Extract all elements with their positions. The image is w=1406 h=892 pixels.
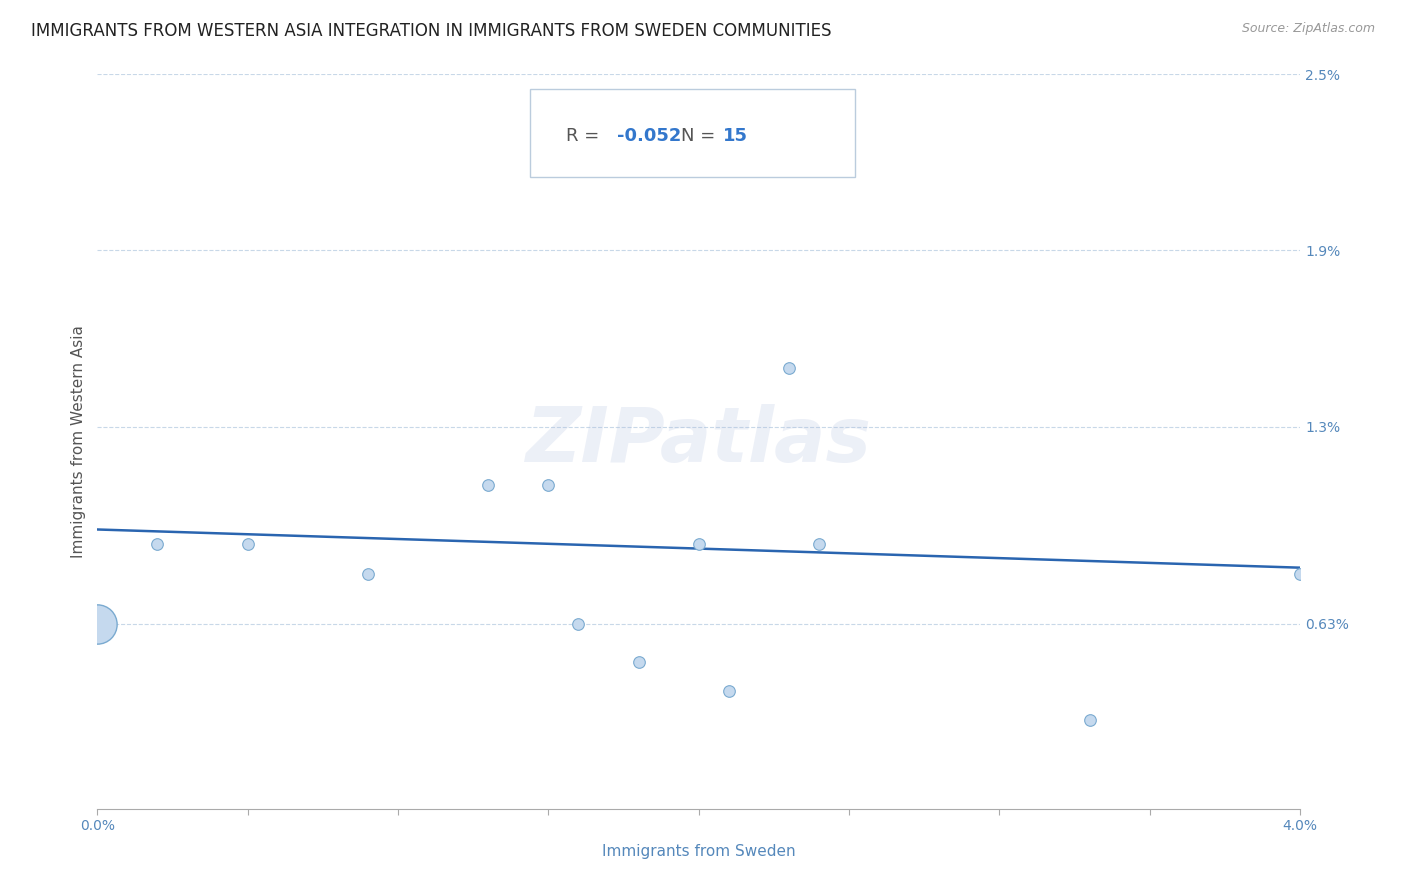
Point — [717, 111, 740, 125]
Point — [1289, 566, 1312, 581]
Point — [357, 566, 380, 581]
FancyBboxPatch shape — [530, 88, 855, 177]
Point — [236, 537, 259, 551]
Text: 15: 15 — [723, 128, 748, 145]
Point — [477, 478, 499, 492]
Text: Source: ZipAtlas.com: Source: ZipAtlas.com — [1241, 22, 1375, 36]
Text: ZIPatlas: ZIPatlas — [526, 404, 872, 478]
X-axis label: Immigrants from Sweden: Immigrants from Sweden — [602, 844, 796, 859]
Text: N =: N = — [681, 128, 721, 145]
Point — [567, 616, 589, 631]
Point — [1078, 714, 1101, 728]
Text: R =: R = — [567, 128, 606, 145]
Point — [537, 478, 560, 492]
Text: -0.052: -0.052 — [617, 128, 682, 145]
Point — [146, 537, 169, 551]
Point — [688, 537, 710, 551]
Point — [627, 655, 650, 669]
Y-axis label: Immigrants from Western Asia: Immigrants from Western Asia — [72, 325, 86, 558]
Point — [778, 360, 800, 375]
Point — [807, 537, 830, 551]
Point — [717, 684, 740, 698]
Point — [86, 616, 108, 631]
Text: IMMIGRANTS FROM WESTERN ASIA INTEGRATION IN IMMIGRANTS FROM SWEDEN COMMUNITIES: IMMIGRANTS FROM WESTERN ASIA INTEGRATION… — [31, 22, 831, 40]
